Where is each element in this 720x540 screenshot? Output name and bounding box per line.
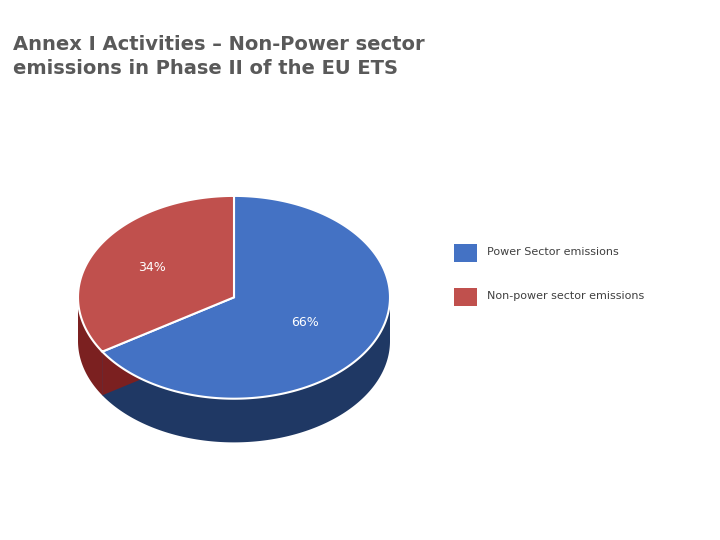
Polygon shape xyxy=(102,298,234,395)
Bar xyxy=(454,245,477,262)
Polygon shape xyxy=(78,196,234,352)
Text: Power Sector emissions: Power Sector emissions xyxy=(487,247,619,257)
Text: Annex I Activities – Non-Power sector: Annex I Activities – Non-Power sector xyxy=(13,35,425,54)
Text: emissions in Phase II of the EU ETS: emissions in Phase II of the EU ETS xyxy=(13,59,398,78)
Polygon shape xyxy=(102,298,234,395)
Polygon shape xyxy=(78,298,102,395)
Text: 34%: 34% xyxy=(138,261,166,274)
Polygon shape xyxy=(102,196,390,399)
Text: 66%: 66% xyxy=(291,316,319,329)
Polygon shape xyxy=(102,298,390,442)
Text: Non-power sector emissions: Non-power sector emissions xyxy=(487,291,644,301)
Bar xyxy=(454,288,477,306)
